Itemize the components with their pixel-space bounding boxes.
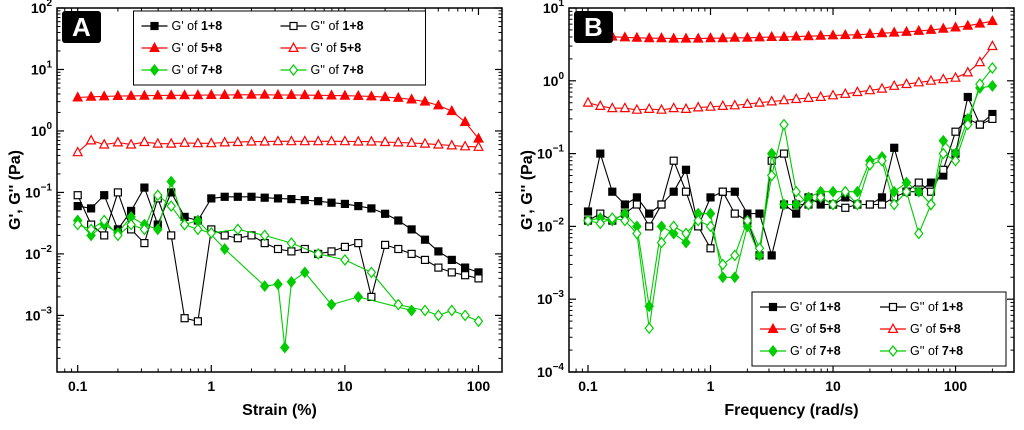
y-tick-label: 10−1 [25,182,52,200]
x-tick-label: 1 [707,378,715,394]
legend-label: G' of 5+8 [910,322,961,336]
series-5-diamond-open [583,62,998,335]
legend-label: G'' of 1+8 [910,300,963,314]
series-1-square-open [73,188,483,326]
x-tick-label: 10 [337,378,353,394]
x-tick-label: 1 [207,378,215,394]
legend-label: G' of 7+8 [172,63,223,77]
legend-label: G' of 5+8 [172,41,223,55]
y-tick-label: 102 [31,0,53,16]
legend: G' of 1+8 G'' of 1+8 G' of 5+8 G' of 5+8 G' … [133,10,426,86]
y-tick-label: 10−3 [25,305,52,323]
legend-label: G' of 5+8 [311,41,362,55]
y-tick-label: 101 [31,59,53,77]
panel-a-label: A [62,11,101,43]
x-tick-label: 10 [825,378,841,394]
y-tick-label: 100 [31,121,53,139]
y-tick-label: 100 [543,71,565,89]
series-5-diamond-open [72,189,484,328]
legend: G' of 1+8 G'' of 1+8 G' of 5+8 G' of 5+8 G' … [751,291,1007,367]
legend-label: G' of 7+8 [790,344,841,358]
legend-label: G' of 1+8 [790,300,841,314]
axis-ticks [568,7,1015,373]
legend-box [133,10,426,86]
panel-b-y-axis-title: G', G'' (Pa) [519,150,536,230]
panel-b-label: B [574,11,613,43]
x-tick-label: 0.1 [68,378,88,394]
panel-a-y-axis-title: G', G'' (Pa) [7,150,24,230]
panel-a-x-axis-title: Strain (%) [242,402,317,419]
legend-label: G'' of 7+8 [311,63,364,77]
legend-label: G' of 5+8 [790,322,841,336]
y-tick-label: 101 [543,0,565,16]
legend-box [751,291,1007,367]
panel-b-x-axis-title: Frequency (rad/s) [724,402,859,419]
series-3-triangle-open [582,40,998,114]
legend-label: G' of 1+8 [172,19,223,33]
x-tick-label: 0.1 [578,378,598,394]
y-tick-label: 10−1 [537,144,564,162]
panel-b-chart: 0.1 1 10 100 10−4 10−3 10−2 10−1 100 101 G' of 1+8… [537,0,1015,394]
y-tick-label: 10−2 [25,244,52,262]
series-3-triangle-open [72,134,484,157]
legend-label: G'' of 7+8 [910,344,963,358]
series-2-triangle-filled [72,88,484,143]
y-tick-label: 10−3 [537,289,564,307]
legend-label: G'' of 1+8 [311,19,364,33]
x-tick-label: 100 [467,378,491,394]
y-tick-label: 10−4 [537,362,564,380]
y-tick-label: 10−2 [537,216,564,234]
x-tick-label: 100 [944,378,968,394]
